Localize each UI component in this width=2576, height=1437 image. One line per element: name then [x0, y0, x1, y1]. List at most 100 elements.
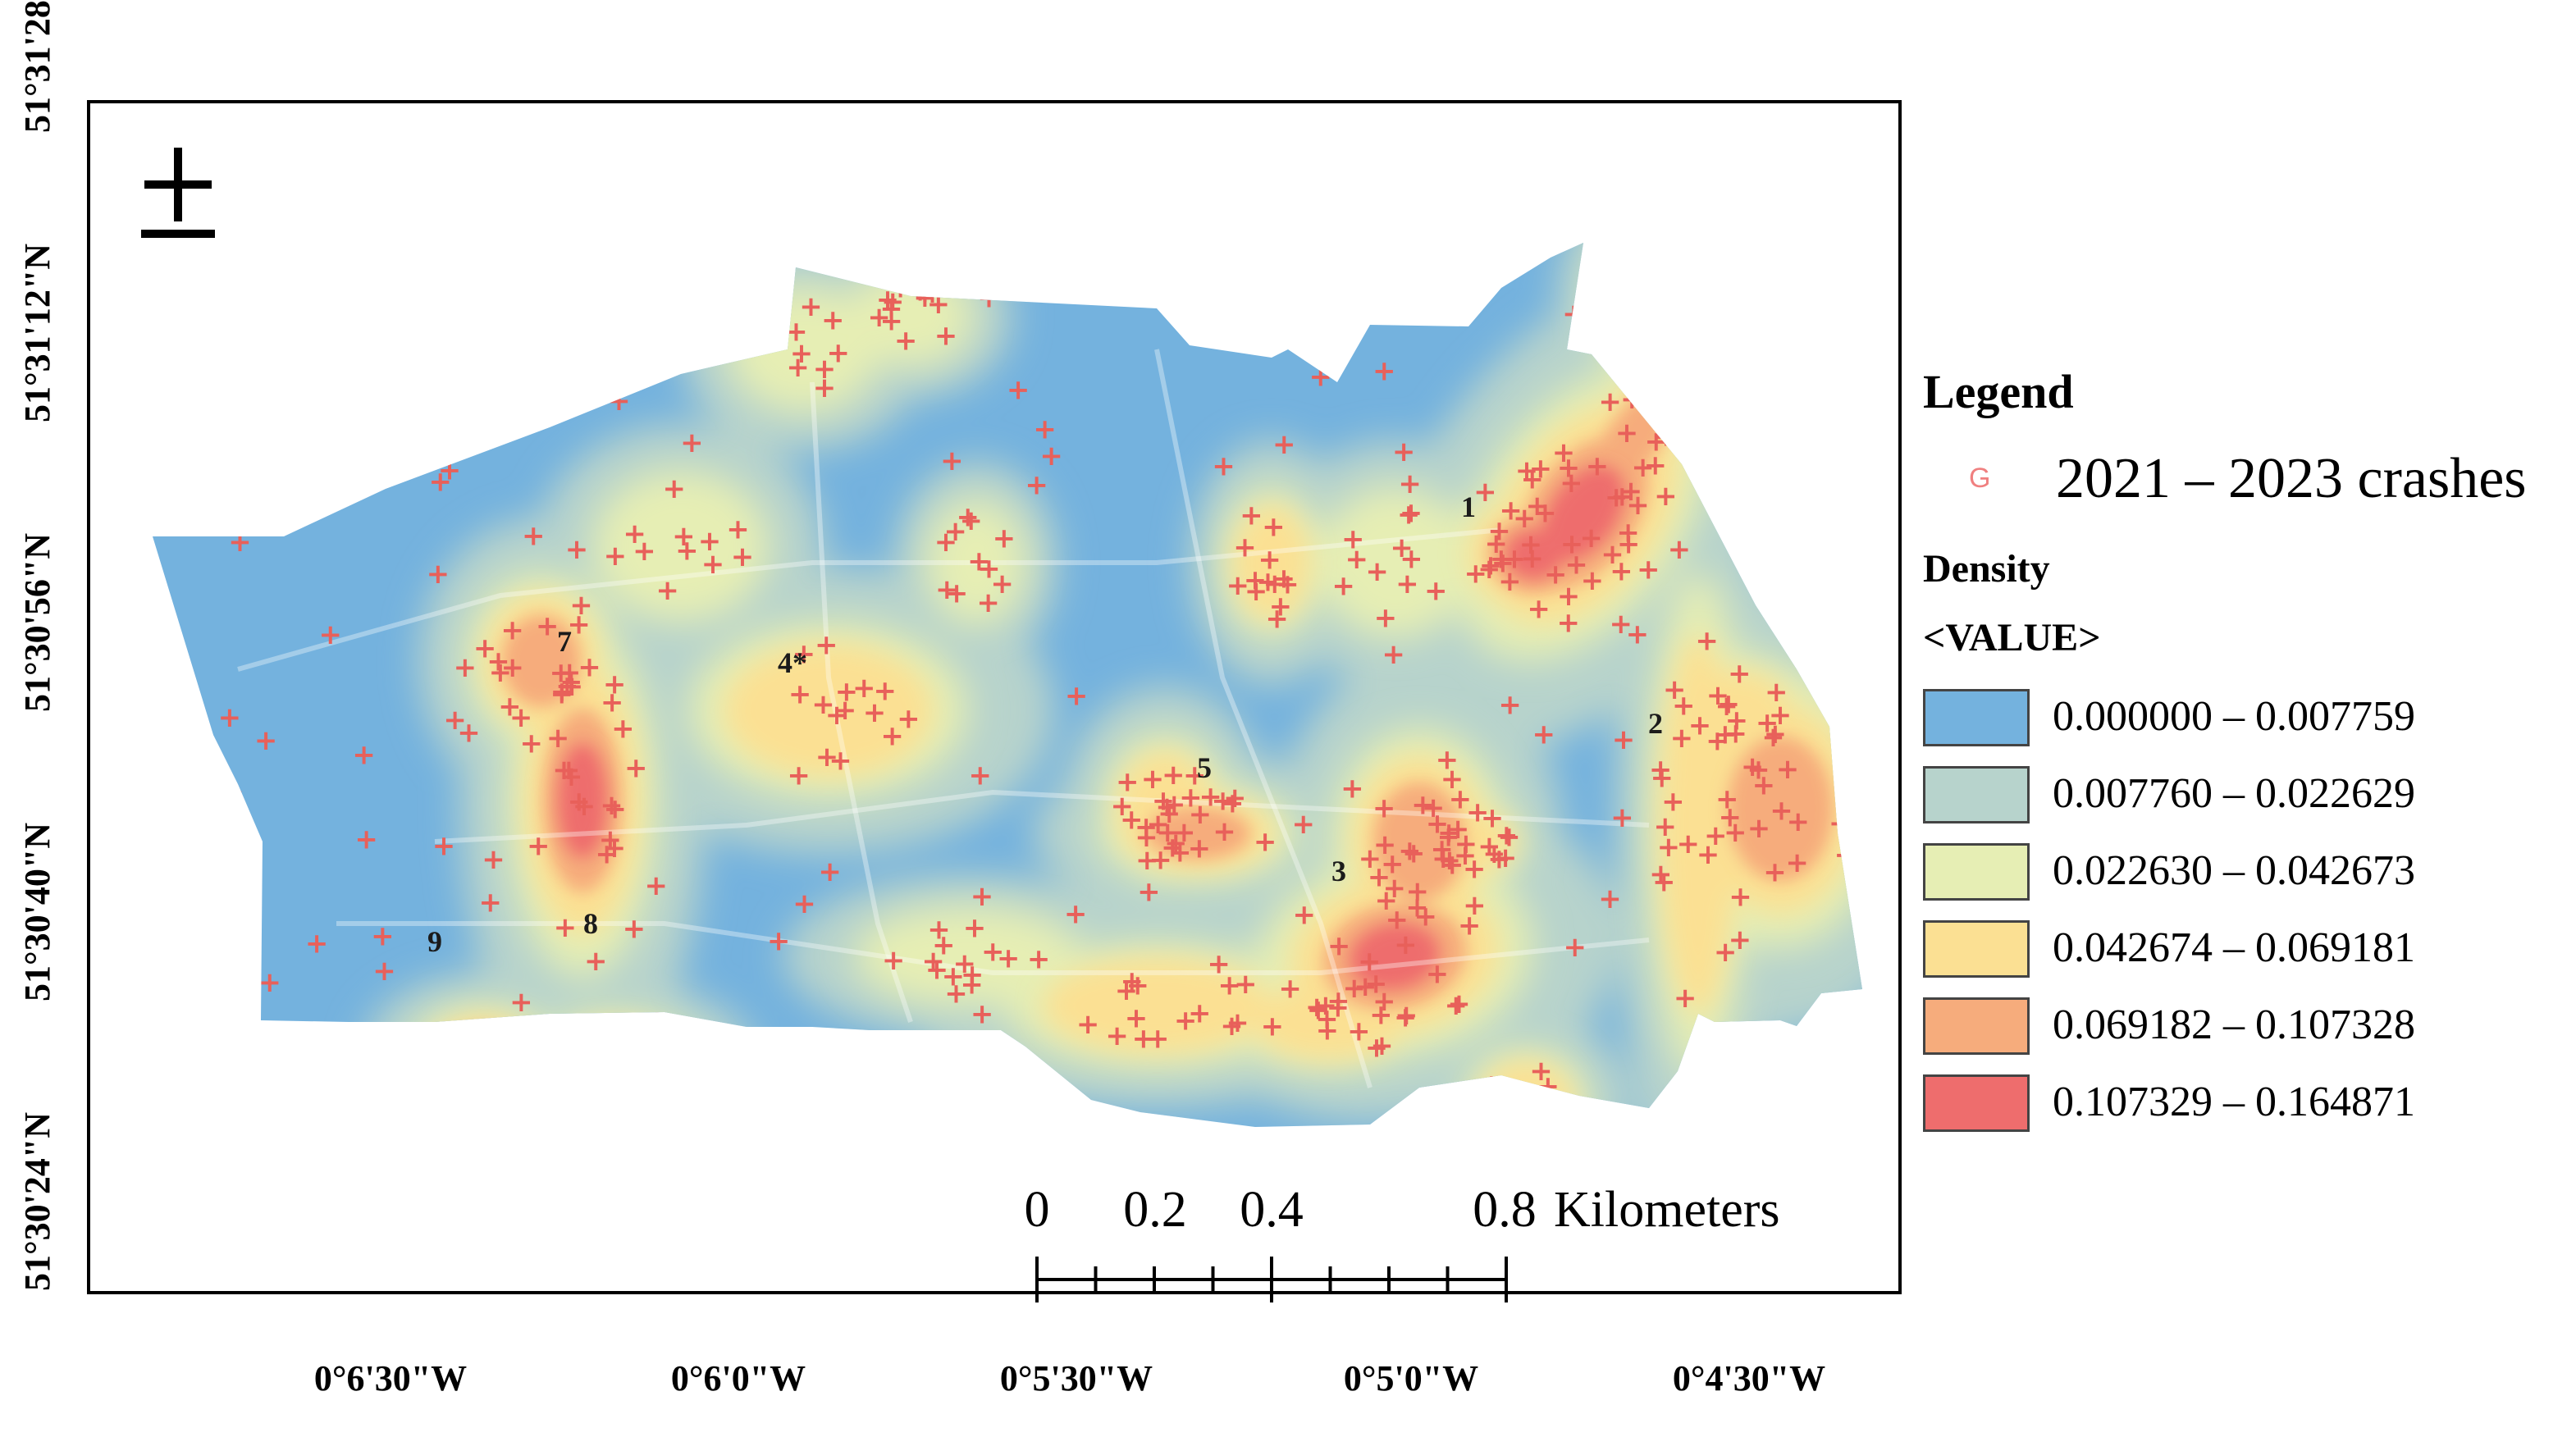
crash-point-icon: + [1174, 1005, 1198, 1038]
crash-point-icon: + [927, 913, 951, 946]
crash-point-icon: + [1027, 942, 1051, 975]
crash-point-icon: + [787, 760, 811, 792]
scale-tick-label: 0 [1024, 1182, 1050, 1238]
density-map[interactable]: +++++++++++++++++++++ +++++++ ++++++++++++… [90, 103, 1898, 1291]
crash-point-icon: + [1598, 385, 1622, 418]
crash-point-icon: + [1164, 827, 1188, 860]
crash-point-icon: + [1637, 553, 1660, 586]
crash-point-icon: + [1785, 846, 1809, 879]
crash-point-icon: + [1179, 782, 1203, 814]
crash-point-icon: + [603, 668, 627, 700]
crash-point-icon: + [863, 696, 887, 729]
scale-bar: 0 0.2 0.4 0.8 Kilometers [968, 1181, 1870, 1302]
crash-point-icon: + [945, 577, 969, 610]
crash-point-icon: + [1610, 555, 1633, 588]
crash-point-icon: + [1240, 500, 1263, 532]
crash-point-icon: + [1291, 808, 1315, 841]
crash-point-icon: + [1769, 699, 1793, 732]
crash-point-icon: + [960, 504, 984, 537]
crash-point-icon: + [604, 792, 628, 825]
crash-point-icon: + [509, 701, 533, 734]
crash-point-icon: + [894, 324, 918, 357]
crash-point-icon: + [826, 336, 849, 369]
crash-point-icon: + [952, 947, 976, 980]
crash-point-icon: + [1446, 813, 1470, 846]
crash-point-icon: + [1519, 528, 1543, 561]
crash-point-icon: + [1564, 931, 1587, 964]
crash-point-icon: + [971, 880, 994, 913]
crash-point-icon: + [557, 754, 581, 787]
crash-point-icon: + [1704, 819, 1728, 852]
crash-point-icon: + [1365, 1031, 1389, 1064]
crash-point-icon: + [432, 830, 456, 863]
crash-point-icon: + [882, 944, 906, 977]
crash-point-icon: + [1481, 801, 1505, 834]
crash-point-icon: + [482, 843, 505, 876]
crash-point-icon: + [1025, 468, 1048, 501]
crash-point-icon: + [1610, 481, 1634, 513]
crash-point-icon: + [1223, 782, 1247, 814]
legend-class-item: 0.069182 – 0.107328 [1920, 997, 2568, 1061]
crash-point-icon: + [554, 911, 578, 944]
crash-point-icon: + [1315, 1003, 1339, 1036]
crash-point-icon: + [1609, 608, 1633, 641]
crash-point-icon: + [1717, 688, 1741, 721]
area-label-8: 8 [583, 907, 598, 940]
crash-point-icon: + [1527, 593, 1551, 626]
crash-point-icon: + [1586, 449, 1610, 482]
crash-point-icon: + [1373, 828, 1397, 861]
map-panel[interactable]: + + + + + + + + + + + + + + + + + + + + + + + + + + + + + + + + + + + + + + + +… [87, 100, 1902, 1294]
crash-point-icon: + [1395, 999, 1418, 1032]
crash-point-icon: + [1526, 490, 1550, 522]
crash-point-icon: + [1426, 958, 1450, 991]
crash-point-icon: + [1244, 563, 1267, 596]
crash-point-icon: + [573, 790, 596, 823]
crash-point-icon: + [1706, 679, 1730, 712]
crash-point-icon: + [1372, 791, 1396, 824]
crash-point-icon: + [1254, 825, 1277, 858]
crash-point-icon: + [1402, 837, 1426, 870]
crash-point-icon: + [960, 968, 984, 1001]
crash-point-icon: + [1672, 690, 1696, 723]
crash-point-icon: + [498, 690, 522, 723]
density-blob [502, 615, 581, 707]
crash-point-icon: + [1449, 783, 1473, 816]
crash-point-icon: + [258, 966, 282, 999]
crash-point-icon: + [1649, 753, 1673, 786]
crash-point-icon: + [522, 520, 546, 553]
crash-point-icon: + [1375, 884, 1399, 917]
crash-point-icon: + [1331, 570, 1355, 603]
crash-point-icon: + [550, 678, 574, 711]
crash-point-icon: + [218, 701, 242, 734]
scale-bar-graphic [1035, 1257, 1508, 1302]
crash-point-icon: + [1398, 834, 1422, 867]
crash-point-icon: + [1314, 989, 1338, 1022]
crash-point-icon: + [555, 669, 579, 702]
legend-density-title: Density [1923, 547, 2050, 591]
density-blob [724, 644, 933, 777]
longitude-label: 0°6'0"W [670, 1358, 806, 1398]
crash-point-icon: + [1436, 821, 1460, 854]
crash-point-icon: + [1670, 722, 1694, 755]
crash-point-icon: + [1007, 373, 1030, 406]
crash-point-icon: + [1381, 848, 1404, 881]
crash-point-icon: + [655, 574, 679, 607]
crash-point-icon: + [1719, 801, 1742, 834]
crash-point-icon: + [1262, 511, 1286, 544]
crash-point-icon: + [1612, 723, 1636, 756]
crash-point-icon: + [1263, 568, 1287, 600]
crash-point-icon: + [560, 670, 584, 703]
crash-point-icon: + [1233, 531, 1257, 564]
legend-range-label: 0.069182 – 0.107328 [2053, 1001, 2415, 1048]
crash-point-icon: + [1305, 991, 1329, 1024]
crash-point-icon: + [1503, 543, 1527, 576]
crash-point-icon: + [921, 945, 945, 978]
crash-point-icon: + [305, 927, 329, 960]
crash-point-icon: + [1557, 580, 1581, 613]
legend-range-label: 0.007760 – 0.022629 [2053, 770, 2415, 817]
crash-point-icon: + [1485, 527, 1509, 560]
crash-point-icon: + [552, 754, 576, 787]
crash-point-icon: + [1146, 808, 1170, 841]
crash-point-icon: + [1033, 413, 1057, 445]
crash-point-icon: + [1533, 497, 1557, 530]
